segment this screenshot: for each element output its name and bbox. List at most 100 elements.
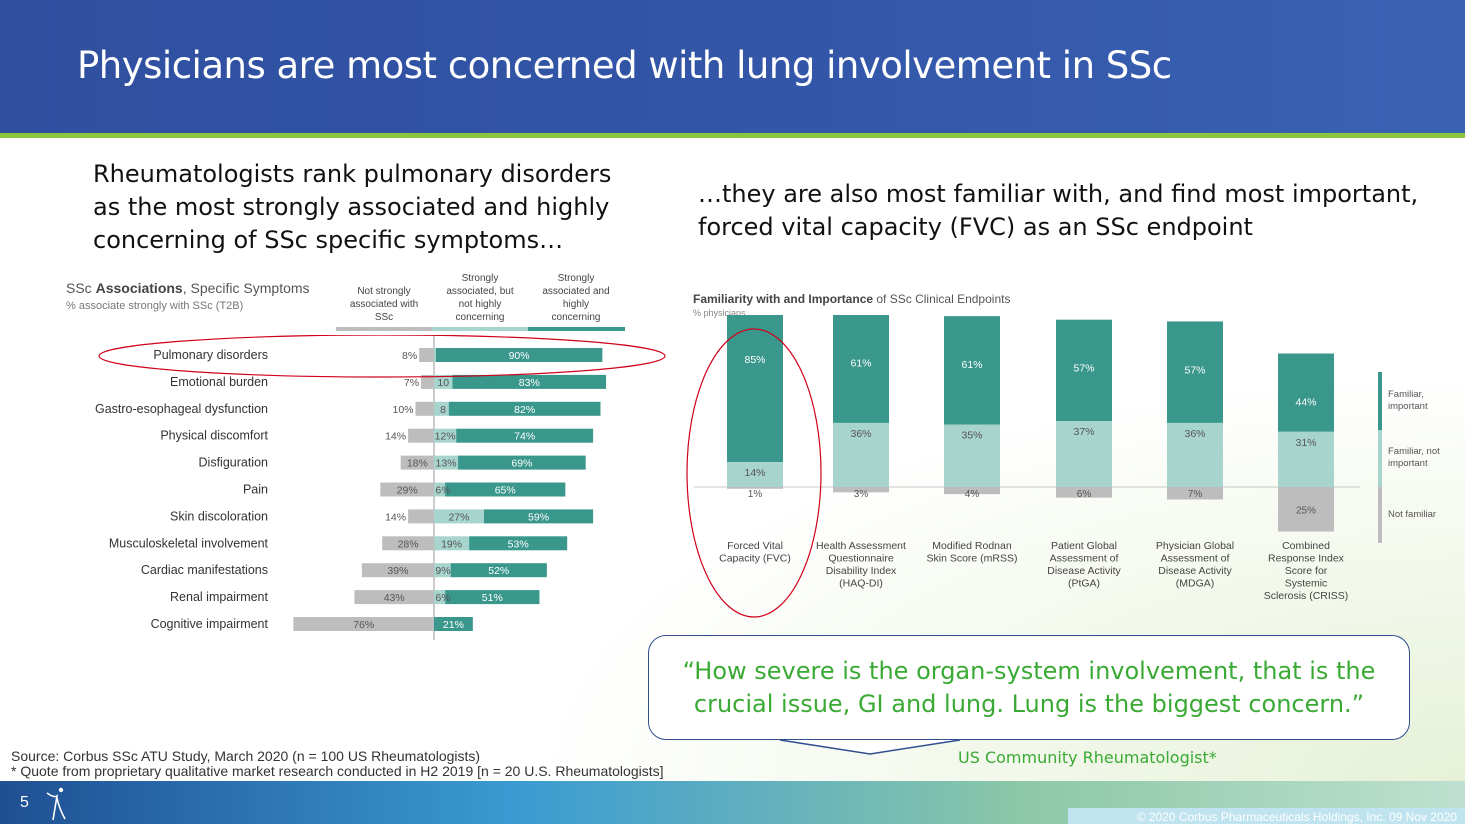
category-label: Physician Global bbox=[1156, 540, 1234, 552]
data-label-concerning: 21% bbox=[443, 619, 464, 631]
bar-familiar-not-important bbox=[727, 462, 783, 487]
bar-associated-not-concerning bbox=[434, 455, 459, 470]
category-label: Disfiguration bbox=[199, 456, 269, 470]
bar-associated-not-concerning bbox=[434, 428, 457, 443]
data-label-concerning: 83% bbox=[519, 377, 540, 389]
data-label-not-strongly: 14% bbox=[385, 511, 406, 523]
bar-not-strongly-associated bbox=[382, 536, 434, 551]
data-label-familiar-important: 61% bbox=[850, 357, 871, 369]
category-label: Gastro-esophageal dysfunction bbox=[95, 402, 268, 416]
column-key-gray bbox=[336, 327, 432, 331]
footnote-line: * Quote from proprietary qualitative mar… bbox=[11, 763, 664, 779]
category-label: Skin Score (mRSS) bbox=[926, 553, 1017, 565]
category-label: Skin discoloration bbox=[170, 509, 268, 523]
bar-not-familiar bbox=[1056, 487, 1112, 498]
category-label: Response Index bbox=[1268, 553, 1345, 565]
data-label-concerning: 53% bbox=[508, 538, 529, 550]
bar-familiar-not-important bbox=[833, 422, 889, 487]
legend-label: Familiar, not bbox=[1388, 446, 1440, 457]
data-label-concerning: 59% bbox=[528, 511, 549, 523]
legend-label: important bbox=[1388, 401, 1428, 412]
quote-line: “How severe is the organ-system involvem… bbox=[682, 657, 1376, 685]
source-line: Source: Corbus SSc ATU Study, March 2020… bbox=[11, 748, 481, 764]
legend-label: Familiar, bbox=[1388, 389, 1424, 400]
bar-associated-concerning bbox=[469, 536, 568, 551]
category-label: Modified Rodnan bbox=[932, 540, 1012, 552]
column-header-line: concerning bbox=[455, 312, 505, 323]
bar-not-strongly-associated bbox=[419, 348, 434, 362]
bar-associated-not-concerning bbox=[434, 536, 470, 551]
data-label-familiar-not-important: 36% bbox=[1184, 428, 1205, 440]
bar-familiar-important bbox=[833, 315, 889, 423]
data-label-familiar-not-important: 31% bbox=[1295, 437, 1316, 449]
data-label-familiar-important: 57% bbox=[1184, 364, 1205, 376]
bar-not-strongly-associated bbox=[400, 455, 434, 470]
right-headline-line: forced vital capacity (FVC) as an SSc en… bbox=[698, 213, 1253, 241]
bar-not-strongly-associated bbox=[415, 401, 434, 416]
bar-not-strongly-associated bbox=[421, 374, 434, 389]
left-chart-title-bold: Associations bbox=[95, 280, 183, 296]
data-label-concerning: 74% bbox=[514, 431, 535, 443]
bar-not-strongly-associated bbox=[354, 590, 434, 605]
data-label-not-concerning: 8 bbox=[440, 404, 446, 416]
data-label-concerning: 65% bbox=[495, 485, 516, 497]
right-chart-title: Familiarity with and Importance of SSc C… bbox=[693, 292, 1010, 306]
bar-associated-not-concerning bbox=[434, 401, 449, 416]
column-header-line: not highly bbox=[458, 299, 502, 310]
bar-not-strongly-associated bbox=[408, 428, 434, 443]
data-label-not-strongly: 76% bbox=[353, 619, 374, 631]
data-label-not-familiar: 1% bbox=[748, 489, 763, 500]
data-label-not-concerning: 6% bbox=[435, 592, 450, 604]
callout-tail bbox=[779, 739, 961, 755]
column-key-teal bbox=[528, 327, 625, 331]
category-label: (PtGA) bbox=[1068, 578, 1100, 590]
category-label: (MDGA) bbox=[1176, 578, 1215, 590]
data-label-not-familiar: 25% bbox=[1296, 505, 1316, 516]
category-label: Musculoskeletal involvement bbox=[109, 536, 269, 550]
bar-familiar-important bbox=[1056, 319, 1112, 422]
data-label-not-strongly: 29% bbox=[397, 485, 418, 497]
data-label-concerning: 82% bbox=[514, 404, 535, 416]
highlight-ellipse bbox=[686, 328, 822, 618]
data-label-not-concerning: 13% bbox=[436, 458, 457, 470]
left-chart-title-suffix: , Specific Symptoms bbox=[182, 280, 310, 296]
column-header-line: associated with bbox=[349, 299, 419, 310]
data-label-familiar-not-important: 35% bbox=[961, 430, 982, 442]
legend-swatch-familiar-important bbox=[1378, 372, 1382, 430]
data-label-concerning: 52% bbox=[488, 565, 509, 577]
page-number: 5 bbox=[20, 794, 29, 811]
category-label: Physical discomfort bbox=[160, 429, 268, 443]
symptom-association-chart: Pulmonary disorders 8% 90% Emotional burden… bbox=[95, 335, 666, 640]
legend-label: important bbox=[1388, 458, 1428, 469]
data-label-not-concerning: 27% bbox=[448, 511, 469, 523]
data-label-familiar-not-important: 37% bbox=[1073, 426, 1094, 438]
bar-familiar-not-important bbox=[1278, 431, 1334, 487]
data-label-not-strongly: 39% bbox=[387, 565, 408, 577]
bar-familiar-important bbox=[1278, 353, 1334, 432]
category-label: Questionnaire bbox=[828, 553, 894, 565]
bar-associated-not-concerning bbox=[434, 482, 446, 497]
bar-not-strongly-associated bbox=[293, 617, 434, 631]
column-header-line: Not strongly bbox=[357, 286, 411, 297]
data-label-concerning: 90% bbox=[509, 350, 530, 362]
bar-familiar-important bbox=[727, 315, 783, 463]
bar-not-strongly-associated bbox=[408, 509, 434, 524]
highlight-ellipse bbox=[98, 335, 666, 378]
data-label-concerning: 51% bbox=[482, 592, 503, 604]
data-label-familiar-important: 44% bbox=[1295, 397, 1316, 409]
category-label: Assessment of bbox=[1161, 553, 1230, 565]
category-label: Cognitive impairment bbox=[151, 617, 269, 631]
source-note: Source: Corbus SSc ATU Study, March 2020… bbox=[11, 749, 664, 779]
data-label-familiar-not-important: 14% bbox=[744, 467, 765, 479]
right-chart-title-suffix: of SSc Clinical Endpoints bbox=[873, 292, 1011, 306]
data-label-not-familiar: 4% bbox=[965, 489, 980, 500]
bar-associated-concerning bbox=[456, 428, 594, 443]
left-headline-line: concerning of SSc specific symptoms… bbox=[93, 226, 564, 254]
data-label-familiar-important: 57% bbox=[1073, 363, 1094, 375]
category-label: Disability Index bbox=[826, 565, 897, 577]
left-chart-subtitle: % associate strongly with SSc (T2B) bbox=[66, 300, 244, 312]
corbus-figure-icon bbox=[46, 787, 66, 821]
bar-familiar-not-important bbox=[944, 424, 1000, 487]
legend-swatch-not-familiar bbox=[1378, 487, 1382, 543]
